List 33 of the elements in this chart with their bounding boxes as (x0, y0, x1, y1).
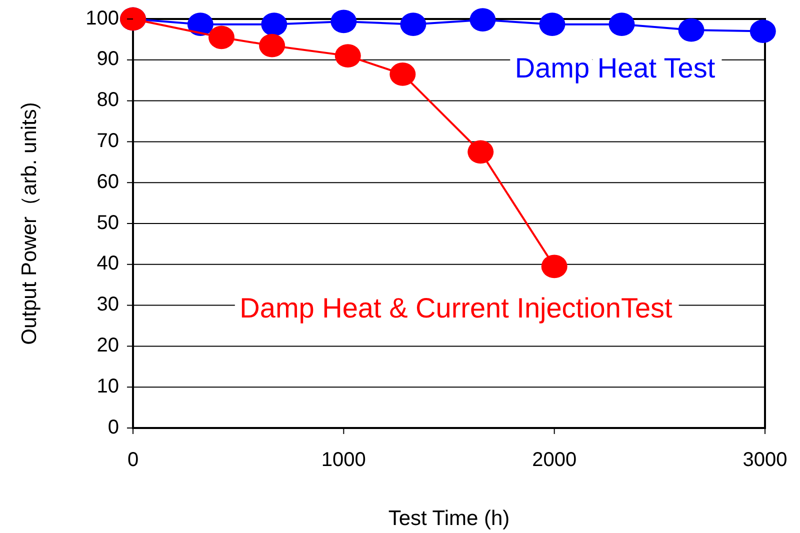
point (187, 12, 214, 36)
point (400, 12, 426, 36)
point (470, 8, 496, 32)
y-tick-label: 60 (96, 170, 119, 193)
x-tick-label: 3000 (742, 449, 788, 471)
x-tick-label: 1000 (321, 449, 366, 471)
point (678, 18, 704, 42)
y-tick-label: 40 (96, 252, 119, 275)
point (539, 12, 566, 36)
x-tick-label: 0 (127, 449, 139, 471)
series-label: Damp Heat Test (514, 52, 716, 84)
point (608, 12, 635, 36)
point (261, 12, 288, 36)
point (208, 26, 234, 50)
y-tick-label: 20 (96, 334, 119, 356)
point (750, 20, 776, 43)
point (541, 254, 568, 278)
point (259, 34, 286, 58)
y-tick-label: 80 (96, 89, 119, 112)
y-tick-label: 30 (96, 294, 119, 316)
x-tick-label: 2000 (532, 449, 577, 471)
y-tick-label: 100 (86, 7, 119, 30)
y-tick-label: 50 (96, 212, 119, 234)
y-axis-title: Output Power（arb. units) (18, 102, 41, 345)
point (390, 62, 416, 86)
point (330, 10, 357, 34)
point (334, 44, 361, 68)
y-tick-label: 70 (96, 130, 119, 152)
x-axis-title: Test Time (h) (388, 507, 510, 530)
y-tick-label: 90 (96, 48, 119, 70)
y-tick-label: 10 (96, 375, 119, 398)
y-tick-label: 0 (108, 416, 119, 438)
point (468, 140, 494, 164)
